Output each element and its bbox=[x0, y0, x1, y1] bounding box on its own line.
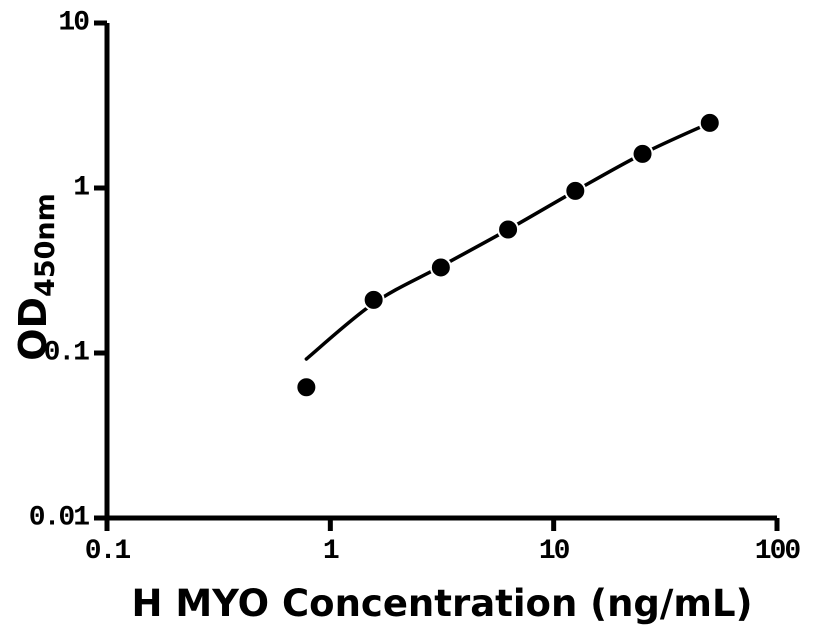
x-axis-title: H MYO Concentration (ng/mL) bbox=[132, 582, 753, 625]
data-point-0 bbox=[295, 376, 318, 399]
x-tick-label-10: 10 bbox=[539, 536, 570, 567]
data-point-2 bbox=[429, 256, 452, 279]
x-tick-label-0.1: 0.1 bbox=[85, 536, 131, 567]
data-point-5 bbox=[631, 142, 654, 165]
x-tick-label-100: 100 bbox=[755, 536, 801, 567]
y-tick-label-0.1: 0.1 bbox=[44, 338, 90, 369]
y-axis-title-main: OD bbox=[11, 297, 55, 361]
data-point-6 bbox=[698, 111, 721, 134]
y-axis-title: OD450nm bbox=[11, 193, 61, 361]
y-tick-label-1: 1 bbox=[73, 173, 89, 204]
y-tick-label-0.01: 0.01 bbox=[29, 503, 89, 534]
y-tick-label-10: 10 bbox=[58, 8, 89, 39]
data-point-3 bbox=[497, 218, 520, 241]
data-point-4 bbox=[564, 179, 587, 202]
y-axis-title-subscript: 450nm bbox=[30, 193, 61, 297]
data-point-1 bbox=[362, 288, 385, 311]
x-tick-label-1: 1 bbox=[323, 536, 339, 567]
